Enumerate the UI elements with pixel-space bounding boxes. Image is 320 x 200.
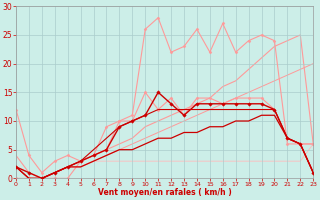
X-axis label: Vent moyen/en rafales ( km/h ): Vent moyen/en rafales ( km/h ) — [98, 188, 231, 197]
